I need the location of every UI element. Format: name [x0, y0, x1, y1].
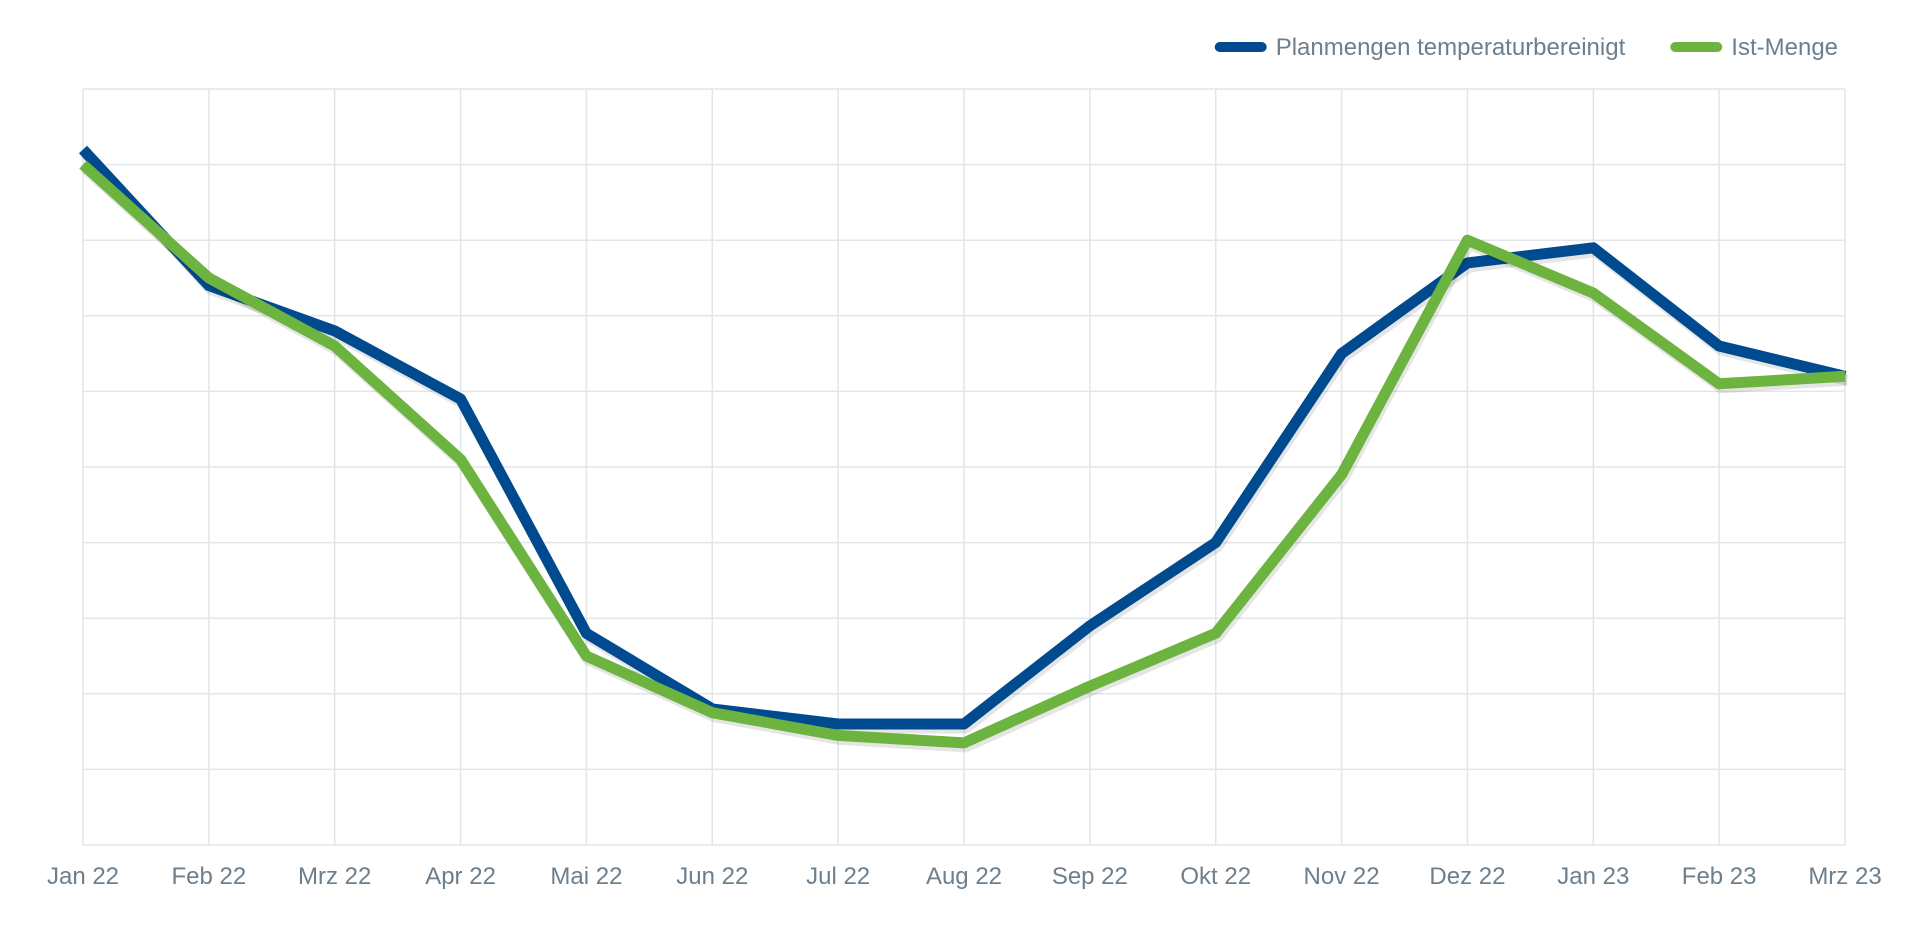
x-tick-label: Okt 22: [1180, 863, 1251, 890]
series-lines: [78, 145, 1849, 753]
legend-item-2: Ist-Menge: [1670, 34, 1838, 61]
series-line-2: [79, 160, 1846, 749]
x-tick-label: Apr 22: [425, 863, 496, 890]
legend-label: Ist-Menge: [1731, 34, 1838, 61]
x-tick-label: Jan 23: [1557, 863, 1629, 890]
series-line-1: [78, 145, 1847, 730]
legend-label: Planmengen temperaturbereinigt: [1276, 34, 1626, 61]
x-tick-label: Jul 22: [806, 863, 870, 890]
x-tick-label: Sep 22: [1052, 863, 1128, 890]
x-axis-ticks: Jan 22 Feb 22 Mrz 22 Apr 22 Mai 22 Jun 22 Jul …: [47, 863, 1882, 890]
x-tick-label: Nov 22: [1304, 863, 1380, 890]
x-tick-label: Jun 22: [676, 863, 748, 890]
x-tick-label: Feb 23: [1682, 863, 1757, 890]
x-tick-label: Mai 22: [550, 863, 622, 890]
legend-item-1: Planmengen temperaturbereinigt: [1214, 34, 1626, 61]
grid: [82, 88, 1846, 846]
x-tick-label: Jan 22: [47, 863, 119, 890]
x-tick-label: Mrz 22: [298, 863, 371, 890]
legend: Planmengen temperaturbereinigt Ist-Menge: [1214, 34, 1838, 61]
x-tick-label: Aug 22: [926, 863, 1002, 890]
x-tick-label: Feb 22: [171, 863, 246, 890]
x-tick-label: Dez 22: [1429, 863, 1505, 890]
x-tick-label: Mrz 23: [1808, 863, 1881, 890]
